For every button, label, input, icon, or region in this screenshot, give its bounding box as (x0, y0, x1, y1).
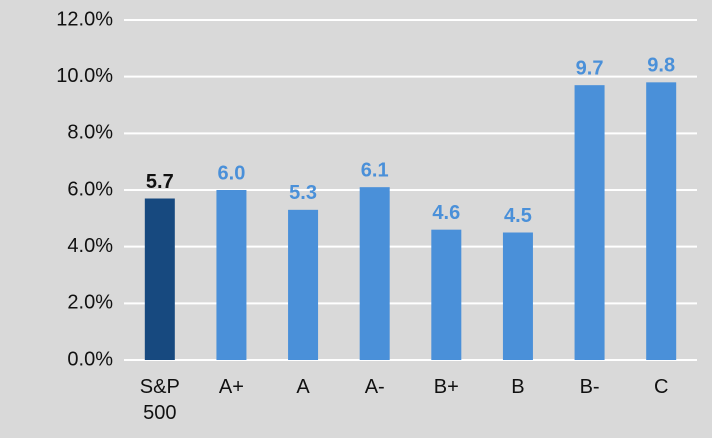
bar (574, 85, 605, 361)
bar (359, 187, 390, 360)
y-tick-label: 10.0% (56, 65, 113, 87)
value-label: 6.0 (218, 162, 246, 184)
x-tick-label: B- (579, 376, 600, 398)
y-tick-label: 4.0% (67, 235, 113, 257)
x-tick-label: A (296, 376, 310, 398)
bar (288, 209, 319, 360)
bar (502, 232, 533, 360)
bar (216, 190, 247, 360)
x-tick-label: S&P 500 (139, 376, 180, 424)
y-tick-label: 0.0% (67, 348, 113, 370)
y-tick-label: 8.0% (67, 122, 113, 144)
value-label: 4.6 (432, 202, 460, 224)
bar (646, 82, 677, 360)
y-tick-label: 12.0% (56, 8, 113, 30)
x-tick-label: B (511, 376, 525, 398)
value-label: 4.5 (504, 205, 532, 227)
x-tick-label: B+ (433, 376, 459, 398)
value-label: 9.7 (576, 57, 604, 79)
y-tick-label: 6.0% (67, 178, 113, 200)
bar (431, 229, 462, 360)
y-tick-label: 2.0% (67, 292, 113, 314)
x-tick-label: A+ (218, 376, 244, 398)
value-label: 9.8 (647, 55, 675, 77)
value-label: 6.1 (361, 159, 389, 181)
x-tick-label: A- (364, 376, 385, 398)
value-label: 5.7 (146, 171, 174, 193)
bar (144, 198, 175, 360)
value-label: 5.3 (289, 182, 317, 204)
x-tick-label: C (653, 376, 669, 398)
